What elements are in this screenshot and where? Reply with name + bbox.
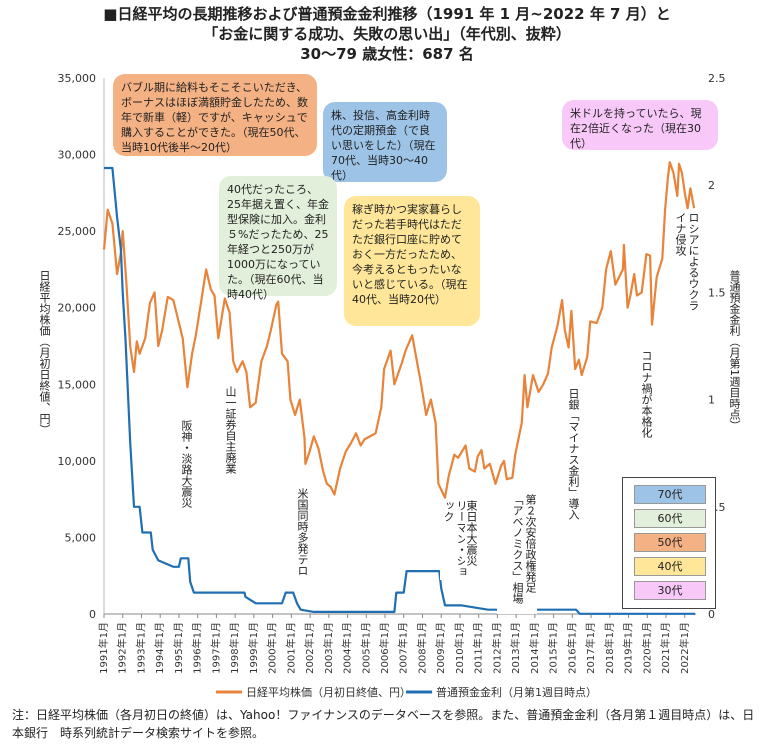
x-tick-label: 2003年1月: [322, 622, 335, 674]
x-tick-label: 1998年1月: [228, 622, 241, 674]
x-tick-label: 2013年1月: [509, 622, 522, 674]
x-tick-label: 2019年1月: [622, 622, 635, 674]
x-tick-label: 2017年1月: [584, 622, 597, 674]
y-right-tick-label: 1: [708, 394, 715, 407]
x-tick-label: 1994年1月: [153, 622, 166, 674]
y-right-tick-label: 2: [708, 179, 715, 192]
x-tick-label: 2012年1月: [490, 622, 503, 674]
x-tick-label: 1997年1月: [209, 622, 222, 674]
nikkei-series-line: [102, 161, 696, 499]
y-left-tick-label: 5,000: [65, 531, 97, 544]
x-tick-label: 2018年1月: [603, 622, 616, 674]
y-left-tick-label: 10,000: [58, 455, 97, 468]
chart-subtitle: 30～79 歳女性：687 名: [300, 45, 474, 63]
x-tick-label: 2001年1月: [284, 622, 297, 674]
x-tick-label: 1991年1月: [97, 622, 110, 674]
y-left-tick-label: 30,000: [58, 149, 97, 162]
event-label-yamaichi: 山一証券自主廃業: [224, 386, 237, 474]
bubble-40s: 稼ぎ時かつ実家暮らしだった若手時代はただただ銀行口座に貯めておく一方だったため、…: [344, 196, 480, 326]
age-legend-50s: 50代: [634, 533, 706, 552]
chart-axes: 0 5,000 10,000 15,000 20,000 25,000 30,000 35,0…: [58, 72, 726, 699]
legend-nikkei-label: 日経平均株価（月初日終値、円）: [246, 685, 411, 699]
event-label-abenomics: 第２次安倍政権発足「アベノミクス」相場: [497, 494, 537, 614]
y-left-tick-label: 0: [89, 608, 96, 621]
footnote: 注：日経平均株価（各月初日の終値）は、Yahoo！ファイナンスのデータベースを参…: [12, 708, 755, 740]
event-label-tohoku: 東日本大震災: [465, 500, 478, 566]
x-tick-label: 2009年1月: [434, 622, 447, 674]
x-tick-label: 2008年1月: [415, 622, 428, 674]
x-tick-label: 2020年1月: [640, 622, 653, 674]
y-right-tick-label: 0: [708, 608, 715, 621]
chart-series: [102, 161, 696, 615]
y-left-tick-label: 35,000: [58, 72, 97, 85]
y-right-axis-label: 普通預金金利（月第1週目時点）: [728, 270, 741, 431]
deposit-rate-series-line: [104, 166, 696, 615]
y-right-tick-label: 2.5: [708, 72, 726, 85]
event-label-negative-rate: 日銀「マイナス金利」導入: [567, 388, 580, 520]
x-tick-label: 2004年1月: [341, 622, 354, 674]
bubble-60s: 40代だったころ、25年据え置く、年金型保険に加入。金利５%だったため、25年経…: [219, 176, 337, 301]
x-tick-label: 2014年1月: [528, 622, 541, 674]
x-tick-label: 2015年1月: [547, 622, 560, 674]
bubble-50s: バブル期に給料もそこそこいただき、ボーナスはほぼ満額貯金したため、数年で新車（軽…: [113, 74, 317, 156]
x-tick-label: 2022年1月: [678, 622, 691, 674]
age-legend-70s: 70代: [634, 485, 706, 504]
x-tick-label: 2011年1月: [472, 622, 485, 674]
age-legend-60s: 60代: [634, 509, 706, 528]
x-tick-label: 2007年1月: [397, 622, 410, 674]
bubble-70s: 株、投信、高金利時代の定期預金（で良い思いをした）（現在70代、当時30～40代…: [323, 102, 447, 182]
y-left-tick-label: 20,000: [58, 302, 97, 315]
x-tick-label: 2006年1月: [378, 622, 391, 674]
x-tick-label: 2000年1月: [266, 622, 279, 674]
event-label-covid: コロナ禍が本格化: [640, 350, 653, 438]
x-tick-label: 1993年1月: [134, 622, 147, 674]
chart-title-line2: 「お金に関する成功、失敗の思い出」（年代別、抜粋）: [203, 25, 571, 43]
age-legend-30s: 30代: [634, 581, 706, 600]
legend-rate-label: 普通預金金利（月第1週目時点）: [436, 685, 597, 699]
x-tick-label: 2002年1月: [303, 622, 316, 674]
event-label-ukraine: ロシアによるウクライナ侵攻: [674, 212, 700, 311]
x-tick-label: 1996年1月: [191, 622, 204, 674]
event-label-hanshin: 阪神・淡路大震災: [180, 420, 193, 508]
bubble-30s: 米ドルを持っていたら、現在2倍近くなった（現在30代）: [562, 100, 718, 150]
x-tick-label: 1995年1月: [172, 622, 185, 674]
y-right-tick-label: 1.5: [708, 286, 726, 299]
event-label-lehman: リーマン・ショック: [440, 500, 468, 580]
x-tick-label: 1999年1月: [247, 622, 260, 674]
x-tick-label: 1992年1月: [116, 622, 129, 674]
x-tick-label: 2021年1月: [659, 622, 672, 674]
x-tick-label: 2005年1月: [359, 622, 372, 674]
x-tick-label: 2016年1月: [565, 622, 578, 674]
y-left-tick-label: 25,000: [58, 225, 97, 238]
age-legend: 70代 60代 50代 40代 30代: [622, 477, 716, 609]
y-left-tick-label: 15,000: [58, 378, 97, 391]
x-tick-label: 2010年1月: [453, 622, 466, 674]
y-left-axis-label: 日経平均株価（月初日終値、円）: [38, 270, 51, 435]
age-legend-40s: 40代: [634, 557, 706, 576]
event-label-911: 米国同時多発テロ: [296, 488, 309, 576]
chart-title-line1: ■日経平均の長期推移および普通預金金利推移（1991 年 1 月~2022 年 …: [103, 5, 671, 23]
